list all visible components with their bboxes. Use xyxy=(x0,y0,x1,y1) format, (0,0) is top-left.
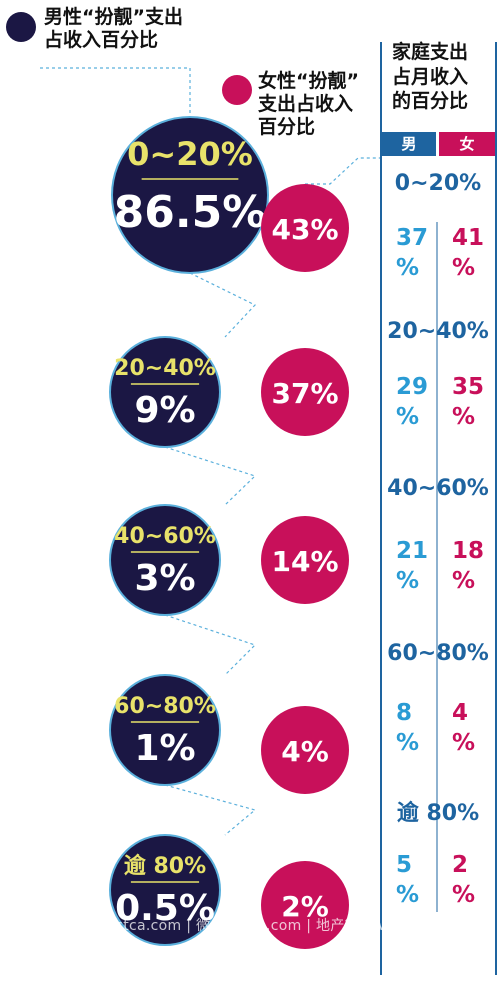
side-male-value: 21 xyxy=(396,538,428,564)
legend-female: 女性“扮靓” 支出占收入 百分比 xyxy=(222,70,359,140)
female-circle xyxy=(261,706,349,794)
legend-male-line1: 男性“扮靓”支出 xyxy=(44,6,183,28)
side-title-line3: 的百分比 xyxy=(392,90,469,113)
side-female-value: 35 xyxy=(452,374,484,400)
legend-female-line1: 女性“扮靓” xyxy=(258,70,359,92)
legend-female-dot xyxy=(222,75,252,105)
side-male-value: 8 xyxy=(396,700,412,726)
legend-male-dot xyxy=(6,12,36,42)
circle-connector xyxy=(164,446,257,506)
side-female-value: 18 xyxy=(452,538,484,564)
male-circle xyxy=(109,504,221,616)
side-range-label: 20~40% xyxy=(387,319,489,344)
side-header-female: 女 xyxy=(439,132,495,156)
male-range-label: 40~60% xyxy=(114,524,216,549)
side-female-percent: % xyxy=(452,255,475,281)
male-circle xyxy=(109,674,221,786)
legend-male-connector xyxy=(40,67,191,117)
female-value-label: 14% xyxy=(271,545,338,578)
side-range-label: 60~80% xyxy=(387,641,489,666)
male-value-label: 9% xyxy=(134,390,195,431)
side-male-percent: % xyxy=(396,730,419,756)
circle-connector xyxy=(164,784,257,836)
side-female-value: 4 xyxy=(452,700,468,726)
side-female-percent: % xyxy=(452,568,475,594)
side-female-percent: % xyxy=(452,404,475,430)
watermark: 加西网 westca.com | 微 westca.com | 地产微信 wes… xyxy=(47,918,473,934)
female-circle xyxy=(261,861,349,949)
side-male-percent: % xyxy=(396,882,419,908)
legend-male-line2: 占收入百分比 xyxy=(44,29,159,52)
side-male-percent: % xyxy=(396,568,419,594)
male-value-label: 1% xyxy=(134,728,195,769)
side-title-line1: 家庭支出 xyxy=(392,41,469,63)
female-value-label: 37% xyxy=(271,377,338,410)
side-range-label: 逾 80% xyxy=(397,800,479,826)
male-range-label: 0~20% xyxy=(127,135,253,173)
side-male-percent: % xyxy=(396,255,419,281)
side-header-male: 男 xyxy=(382,132,436,156)
legend-female-line3: 百分比 xyxy=(258,116,316,139)
side-table-title: 家庭支出 占月收入 的百分比 xyxy=(392,40,496,114)
male-value-label: 3% xyxy=(134,558,195,599)
male-value-label: 0.5% xyxy=(115,888,215,929)
female-circle xyxy=(261,516,349,604)
side-female-percent: % xyxy=(452,882,475,908)
side-male-value: 29 xyxy=(396,374,428,400)
male-circle xyxy=(109,834,221,946)
circle-connector xyxy=(189,272,256,338)
side-male-percent: % xyxy=(396,404,419,430)
legend-male: 男性“扮靓”支出 占收入百分比 xyxy=(6,6,183,52)
circle-connector xyxy=(164,614,257,676)
male-circle xyxy=(109,336,221,448)
male-range-label: 20~40% xyxy=(114,356,216,381)
legend-female-line2: 支出占收入 xyxy=(258,93,354,116)
female-value-label: 4% xyxy=(281,735,329,768)
side-title-line2: 占月收入 xyxy=(392,65,469,88)
male-range-label: 逾 80% xyxy=(124,853,206,879)
female-circle xyxy=(261,184,349,272)
male-value-label: 86.5% xyxy=(114,187,267,238)
female-value-label: 43% xyxy=(271,213,338,246)
side-male-value: 37 xyxy=(396,225,428,251)
male-range-label: 60~80% xyxy=(114,694,216,719)
side-female-value: 41 xyxy=(452,225,484,251)
side-female-value: 2 xyxy=(452,852,468,878)
side-male-value: 5 xyxy=(396,852,412,878)
female-value-label: 2% xyxy=(281,890,329,923)
legend-female-connector xyxy=(305,157,380,185)
female-circle xyxy=(261,348,349,436)
side-range-label: 0~20% xyxy=(395,171,481,196)
male-circle xyxy=(111,116,269,274)
side-female-percent: % xyxy=(452,730,475,756)
side-range-label: 40~60% xyxy=(387,476,489,501)
